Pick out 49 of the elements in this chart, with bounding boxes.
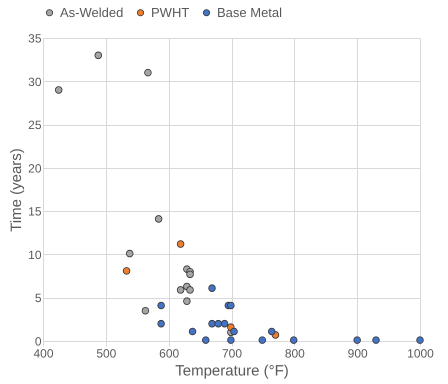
point xyxy=(183,297,191,305)
point xyxy=(290,336,298,344)
point xyxy=(176,240,184,248)
point xyxy=(202,336,210,344)
point xyxy=(186,286,194,294)
x-tick-label: 400 xyxy=(33,346,54,360)
x-tick-label: 500 xyxy=(96,346,117,360)
point xyxy=(258,336,266,344)
point xyxy=(94,52,102,60)
point xyxy=(142,306,150,314)
point xyxy=(54,86,62,94)
y-tick-label: 0 xyxy=(34,334,42,348)
x-tick-label: 900 xyxy=(348,346,368,360)
point xyxy=(416,336,424,344)
point xyxy=(122,267,130,275)
point xyxy=(188,328,196,336)
legend-label: PWHT xyxy=(151,4,190,20)
y-tick-label: 35 xyxy=(28,32,42,46)
x-tick-label: 700 xyxy=(222,346,242,360)
y-tick-label: 5 xyxy=(34,291,42,306)
point xyxy=(214,320,222,328)
legend-label: Base Metal xyxy=(217,4,282,20)
point xyxy=(227,336,235,344)
x-tick-label: 800 xyxy=(284,346,306,360)
point xyxy=(186,270,194,278)
point xyxy=(157,320,165,328)
y-tick-label: 25 xyxy=(28,118,42,132)
point xyxy=(268,328,276,336)
y-axis-title: Time (years) xyxy=(8,148,26,232)
y-tick-label: 20 xyxy=(28,161,42,176)
point xyxy=(208,284,216,292)
point xyxy=(208,320,216,328)
point xyxy=(220,320,228,328)
y-tick-label: 10 xyxy=(28,248,42,262)
point xyxy=(353,336,361,344)
point xyxy=(176,286,184,294)
point xyxy=(126,250,134,258)
point xyxy=(157,302,165,310)
point xyxy=(372,336,380,344)
point xyxy=(154,215,162,223)
x-axis-title: Temperature (°F) xyxy=(175,362,289,380)
point xyxy=(227,302,235,310)
point xyxy=(144,68,152,76)
y-tick-label: 30 xyxy=(28,74,42,89)
legend-label: As-Welded xyxy=(60,4,124,20)
y-tick-label: 15 xyxy=(28,204,42,219)
x-tick-label: 600 xyxy=(159,346,180,360)
x-tick-label: 1000 xyxy=(407,346,434,360)
point xyxy=(230,328,238,336)
